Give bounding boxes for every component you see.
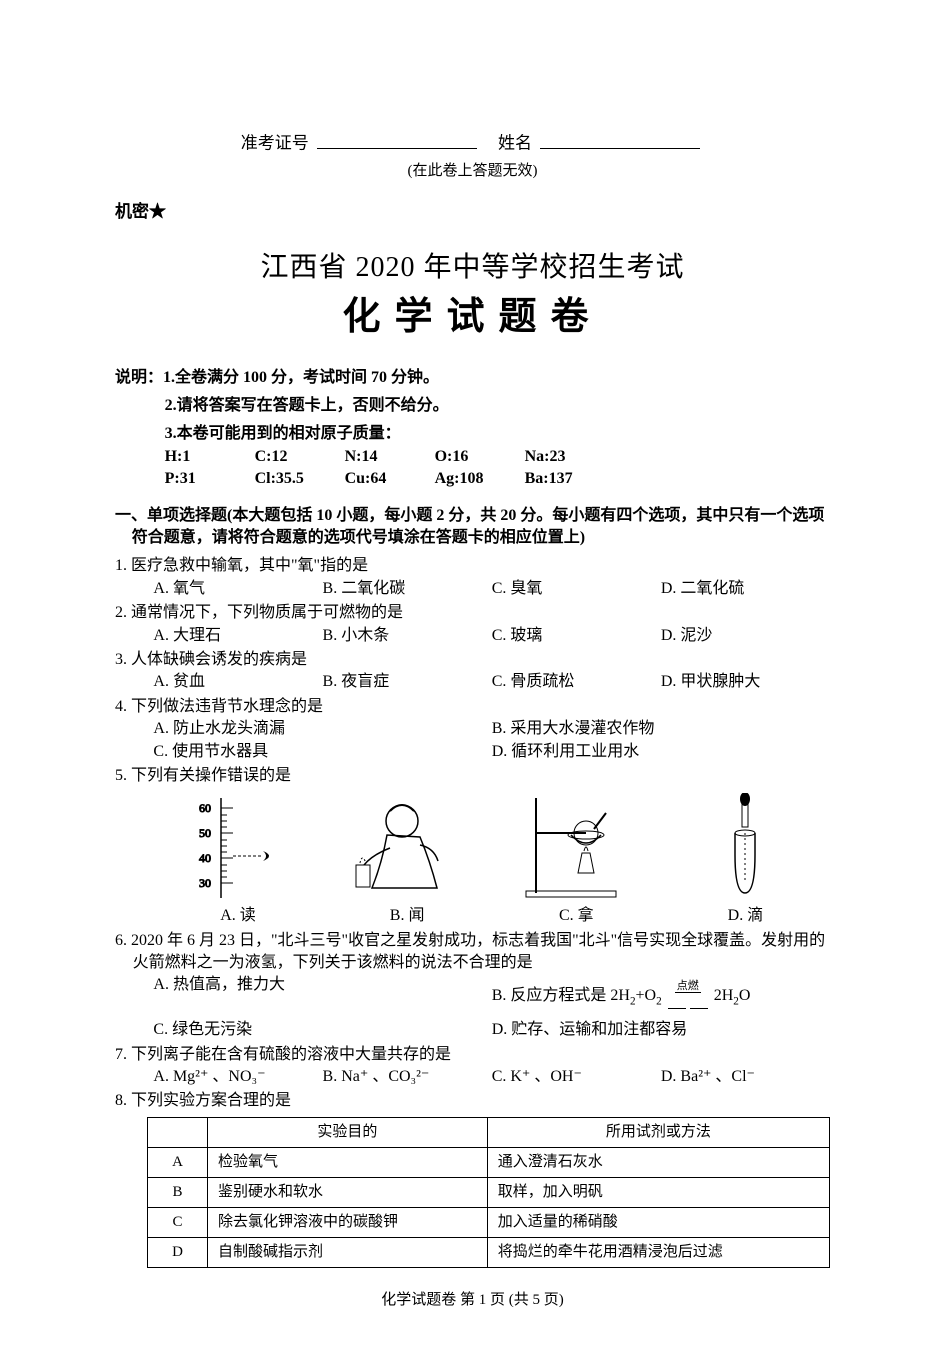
cylinder-icon: 60 50 40 30: [193, 793, 283, 903]
q5-opt-d: D. 滴: [661, 905, 830, 927]
table-row: C 除去氯化钾溶液中的碳酸钾 加入适量的稀硝酸: [148, 1207, 830, 1237]
q1-opt-c: C. 臭氧: [492, 578, 661, 600]
q2-opt-c: C. 玻璃: [492, 625, 661, 647]
q4-opt-c: C. 使用节水器具: [153, 741, 491, 763]
question-6: 6. 2020 年 6 月 23 日，"北斗三号"收官之星发射成功，标志着我国"…: [115, 930, 830, 1042]
q2-stem: 2. 通常情况下，下列物质属于可燃物的是: [115, 602, 830, 624]
q5-opt-c: C. 拿: [492, 905, 661, 927]
q7-opt-d: D. Ba²⁺ 、Cl⁻: [661, 1066, 830, 1088]
q7-opt-a: A. Mg²⁺ 、NO₃⁻: [153, 1066, 322, 1088]
q2-opt-b: B. 小木条: [323, 625, 492, 647]
q3-opt-d: D. 甲状腺肿大: [661, 671, 830, 693]
instr-3: 3.本卷可能用到的相对原子质量： H:1 C:12 N:14 O:16 Na:2…: [115, 423, 830, 490]
mass: O:16: [435, 446, 521, 468]
q5-fig-c: [492, 793, 661, 903]
mass: C:12: [255, 446, 341, 468]
q3-opt-b: B. 夜盲症: [323, 671, 492, 693]
q8-table: 实验目的 所用试剂或方法 A 检验氧气 通入澄清石灰水 B 鉴别硬水和软水 取样…: [147, 1117, 830, 1268]
mass: H:1: [165, 446, 251, 468]
header-form: 准考证号 姓名: [115, 130, 830, 155]
q8-h1: 实验目的: [208, 1117, 488, 1147]
svg-text:40: 40: [199, 851, 211, 865]
question-2: 2. 通常情况下，下列物质属于可燃物的是 A. 大理石 B. 小木条 C. 玻璃…: [115, 602, 830, 647]
mass: Cl:35.5: [255, 468, 341, 490]
instructions: 说明：1.全卷满分 100 分，考试时间 70 分钟。 2.请将答案写在答题卡上…: [115, 367, 830, 491]
person-smell-icon: [342, 793, 472, 903]
q1-stem: 1. 医疗急救中输氧，其中"氧"指的是: [115, 555, 830, 577]
svg-text:50: 50: [199, 826, 211, 840]
q4-opt-b: B. 采用大水漫灌农作物: [492, 718, 830, 740]
q7-stem: 7. 下列离子能在含有硫酸的溶液中大量共存的是: [115, 1044, 830, 1066]
q7-opt-c: C. K⁺ 、OH⁻: [492, 1066, 661, 1088]
q3-opt-c: C. 骨质疏松: [492, 671, 661, 693]
q2-opt-a: A. 大理石: [153, 625, 322, 647]
q4-stem: 4. 下列做法违背节水理念的是: [115, 696, 830, 718]
form-note: (在此卷上答题无效): [115, 161, 830, 182]
exam-id-label: 准考证号: [241, 134, 309, 153]
q5-opt-a: A. 读: [153, 905, 322, 927]
question-5: 5. 下列有关操作错误的是 60 50 40 30: [115, 765, 830, 928]
instr-2: 2.请将答案写在答题卡上，否则不给分。: [115, 395, 830, 417]
mass: P:31: [165, 468, 251, 490]
mass: Ag:108: [435, 468, 521, 490]
mass-table: H:1 C:12 N:14 O:16 Na:23 P:31 Cl:35.5 Cu…: [165, 446, 611, 491]
q6-opt-d: D. 贮存、运输和加注都容易: [492, 1019, 830, 1041]
exam-id-blank: [317, 130, 477, 149]
instr-1: 说明：1.全卷满分 100 分，考试时间 70 分钟。: [115, 367, 830, 389]
q1-opt-d: D. 二氧化硫: [661, 578, 830, 600]
name-blank: [540, 130, 700, 149]
q1-opt-a: A. 氧气: [153, 578, 322, 600]
q8-h2: 所用试剂或方法: [487, 1117, 829, 1147]
q6-opt-c: C. 绿色无污染: [153, 1019, 491, 1041]
table-row: D 自制酸碱指示剂 将捣烂的牵牛花用酒精浸泡后过滤: [148, 1237, 830, 1267]
svg-text:60: 60: [199, 801, 211, 815]
table-row: B 鉴别硬水和软水 取样，加入明矾: [148, 1177, 830, 1207]
q3-stem: 3. 人体缺碘会诱发的疾病是: [115, 649, 830, 671]
q6-stem: 6. 2020 年 6 月 23 日，"北斗三号"收官之星发射成功，标志着我国"…: [115, 930, 830, 975]
mass: Ba:137: [525, 468, 611, 490]
section-1-head: 一、单项选择题(本大题包括 10 小题，每小题 2 分，共 20 分。每小题有四…: [115, 505, 830, 550]
mass: Na:23: [525, 446, 611, 468]
question-7: 7. 下列离子能在含有硫酸的溶液中大量共存的是 A. Mg²⁺ 、NO₃⁻ B.…: [115, 1044, 830, 1089]
q5-fig-a: 60 50 40 30: [153, 793, 322, 903]
evap-dish-stand-icon: [516, 793, 636, 903]
mass: N:14: [345, 446, 431, 468]
question-3: 3. 人体缺碘会诱发的疾病是 A. 贫血 B. 夜盲症 C. 骨质疏松 D. 甲…: [115, 649, 830, 694]
question-8: 8. 下列实验方案合理的是 实验目的 所用试剂或方法 A 检验氧气 通入澄清石灰…: [115, 1090, 830, 1267]
q5-figures: 60 50 40 30: [115, 793, 830, 903]
q5-fig-d: [661, 793, 830, 903]
q1-opt-b: B. 二氧化碳: [323, 578, 492, 600]
q6-opt-a: A. 热值高，推力大: [153, 974, 491, 1019]
q4-opt-d: D. 循环利用工业用水: [492, 741, 830, 763]
secret-mark: 机密★: [115, 200, 830, 224]
svg-text:30: 30: [199, 876, 211, 890]
dropper-tube-icon: [710, 793, 780, 903]
q5-fig-b: [323, 793, 492, 903]
q7-opt-b: B. Na⁺ 、CO₃²⁻: [323, 1066, 492, 1088]
exam-title-line2: 化学试题卷: [115, 291, 830, 344]
page-footer: 化学试题卷 第 1 页 (共 5 页): [115, 1290, 830, 1311]
q4-opt-a: A. 防止水龙头滴漏: [153, 718, 491, 740]
q3-opt-a: A. 贫血: [153, 671, 322, 693]
question-4: 4. 下列做法违背节水理念的是 A. 防止水龙头滴漏 B. 采用大水漫灌农作物 …: [115, 696, 830, 763]
table-row: A 检验氧气 通入澄清石灰水: [148, 1147, 830, 1177]
mass-prefix: 3.本卷可能用到的相对原子质量：: [165, 425, 401, 442]
mass: Cu:64: [345, 468, 431, 490]
question-1: 1. 医疗急救中输氧，其中"氧"指的是 A. 氧气 B. 二氧化碳 C. 臭氧 …: [115, 555, 830, 600]
name-label: 姓名: [498, 134, 532, 153]
q5-stem: 5. 下列有关操作错误的是: [115, 765, 830, 787]
q6-opt-b: B. 反应方程式是 2H2+O2 点燃 2H2O: [492, 974, 830, 1019]
q5-opt-b: B. 闻: [323, 905, 492, 927]
q8-stem: 8. 下列实验方案合理的是: [115, 1090, 830, 1112]
q2-opt-d: D. 泥沙: [661, 625, 830, 647]
exam-title-line1: 江西省 2020 年中等学校招生考试: [115, 248, 830, 287]
